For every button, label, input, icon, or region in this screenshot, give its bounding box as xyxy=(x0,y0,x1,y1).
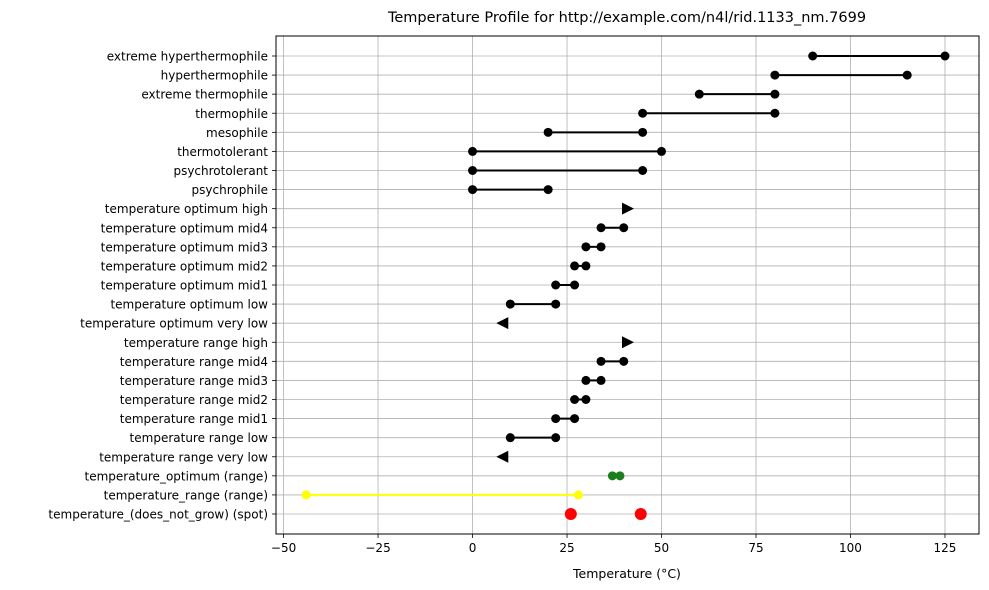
range-point xyxy=(615,471,625,481)
range-point xyxy=(570,414,580,424)
x-tick-label: 0 xyxy=(469,541,477,555)
range-point xyxy=(551,299,561,309)
range-point xyxy=(570,280,580,290)
range-point xyxy=(581,375,591,385)
y-tick-label: temperature optimum mid2 xyxy=(101,259,268,273)
range-point xyxy=(808,51,818,61)
y-tick-label: temperature_(does_not_grow) (spot) xyxy=(48,508,268,522)
range-point xyxy=(468,146,478,156)
x-tick-label: −50 xyxy=(271,541,296,555)
range-point xyxy=(543,127,553,137)
range-point xyxy=(638,108,648,118)
x-axis-label: Temperature (°C) xyxy=(572,566,681,581)
range-point xyxy=(770,108,780,118)
y-tick-label: temperature optimum very low xyxy=(80,317,268,331)
spot-point xyxy=(634,508,647,520)
y-tick-label: temperature optimum high xyxy=(105,202,268,216)
range-point xyxy=(551,433,561,443)
range-point xyxy=(551,414,561,424)
x-tick-label: 75 xyxy=(748,541,763,555)
x-axis-ticks: −50 −25 0 25 50 75 100 125 xyxy=(271,534,957,555)
x-tick-label: 25 xyxy=(559,541,574,555)
y-tick-label: temperature range high xyxy=(124,336,268,350)
x-tick-label: 100 xyxy=(839,541,862,555)
y-tick-label: temperature optimum mid3 xyxy=(101,240,268,254)
y-tick-label: temperature_range (range) xyxy=(104,488,268,502)
range-point xyxy=(619,356,629,366)
y-tick-label: mesophile xyxy=(206,126,268,140)
range-point xyxy=(581,242,591,252)
range-point xyxy=(694,89,704,99)
range-point xyxy=(596,223,606,233)
range-point xyxy=(770,70,780,80)
range-point xyxy=(581,261,591,271)
triangle-marker xyxy=(496,450,509,463)
y-tick-label: psychrophile xyxy=(192,183,268,197)
range-point xyxy=(596,356,606,366)
x-tick-label: 50 xyxy=(654,541,669,555)
range-point xyxy=(573,490,583,500)
range-point xyxy=(505,433,515,443)
range-point xyxy=(638,127,648,137)
x-tick-label: −25 xyxy=(365,541,390,555)
y-tick-label: extreme thermophile xyxy=(141,88,268,102)
y-tick-label: temperature_optimum (range) xyxy=(85,469,268,483)
range-point xyxy=(301,490,311,500)
range-point xyxy=(770,89,780,99)
y-tick-label: temperature range low xyxy=(130,431,269,445)
y-tick-label: temperature optimum mid4 xyxy=(101,221,268,235)
y-tick-label: hyperthermophile xyxy=(161,69,268,83)
y-tick-label: thermotolerant xyxy=(177,145,268,159)
y-tick-label: temperature optimum mid1 xyxy=(101,279,268,293)
y-tick-label: temperature range mid2 xyxy=(120,393,268,407)
y-axis-ticks: extreme hyperthermophile hyperthermophile… xyxy=(48,50,276,522)
y-tick-label: thermophile xyxy=(195,107,268,121)
y-tick-label: temperature range mid3 xyxy=(120,374,268,388)
y-tick-label: psychrotolerant xyxy=(173,164,268,178)
range-point xyxy=(581,395,591,404)
triangle-marker xyxy=(496,317,509,330)
range-point xyxy=(596,375,606,385)
triangle-marker xyxy=(622,202,634,215)
range-point xyxy=(619,223,629,233)
spot-point xyxy=(564,508,577,520)
range-point xyxy=(596,242,606,252)
chart-title: Temperature Profile for http://example.c… xyxy=(387,10,866,26)
range-point xyxy=(468,185,478,195)
triangle-marker xyxy=(622,336,634,349)
range-point xyxy=(468,166,478,175)
y-tick-label: temperature range mid4 xyxy=(120,355,268,369)
range-point xyxy=(638,166,648,175)
grid xyxy=(276,36,979,534)
range-point xyxy=(902,70,912,80)
y-tick-label: temperature range mid1 xyxy=(120,412,268,426)
x-tick-label: 125 xyxy=(934,541,957,555)
range-point xyxy=(551,280,561,290)
range-point xyxy=(570,395,580,404)
y-tick-label: extreme hyperthermophile xyxy=(107,50,268,64)
range-point xyxy=(940,51,950,61)
y-tick-label: temperature optimum low xyxy=(110,298,268,312)
range-point xyxy=(607,471,617,481)
plot-data xyxy=(301,51,950,520)
range-point xyxy=(570,261,580,271)
range-point xyxy=(657,146,667,156)
range-point xyxy=(543,185,553,195)
range-point xyxy=(505,299,515,309)
y-tick-label: temperature range very low xyxy=(99,450,268,464)
